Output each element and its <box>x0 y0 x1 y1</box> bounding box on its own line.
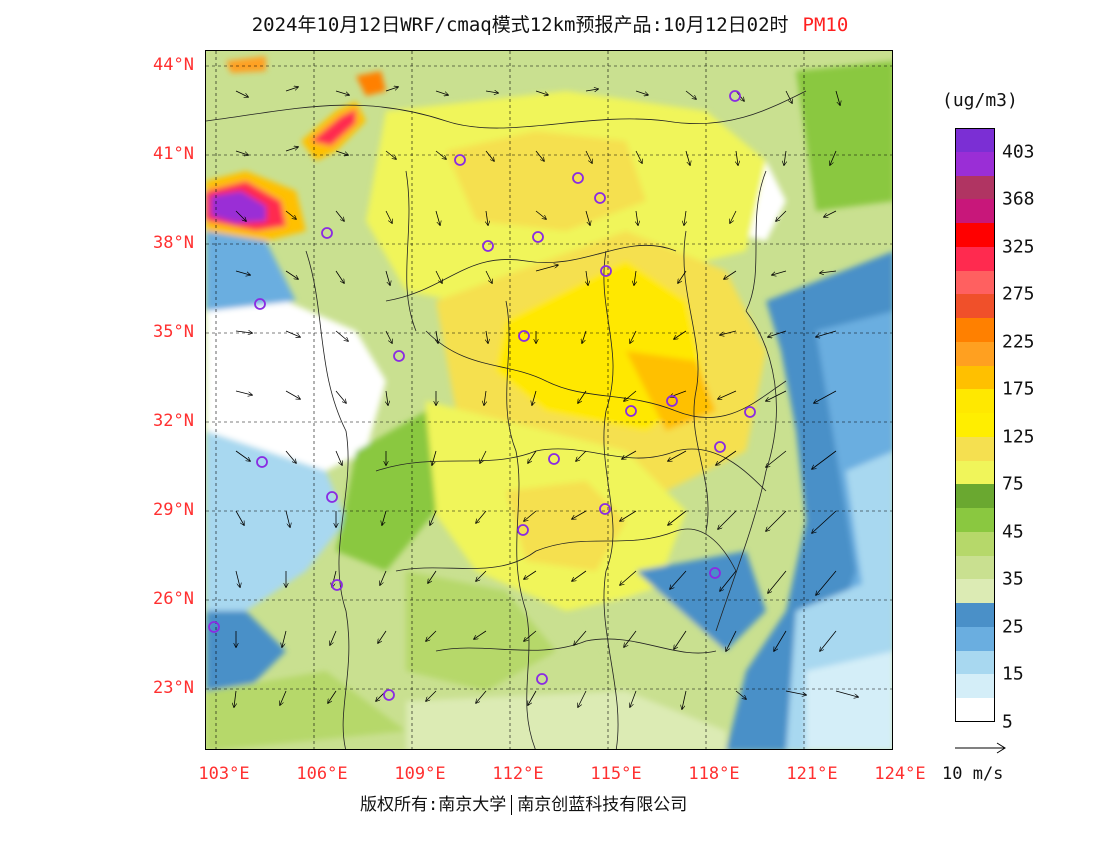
colorbar-label: 25 <box>1002 616 1024 638</box>
colorbar-swatch <box>955 389 995 414</box>
copyright-left: 版权所有:南京大学 <box>360 795 507 815</box>
map-panel <box>205 50 893 750</box>
colorbar-label: 125 <box>1002 426 1035 448</box>
concentration-map <box>206 51 892 749</box>
colorbar-label: 403 <box>1002 141 1035 163</box>
colorbar-swatch <box>955 199 995 224</box>
lon-label: 118°E <box>688 764 740 784</box>
colorbar-label: 275 <box>1002 283 1035 305</box>
colorbar-unit: (ug/m3) <box>942 90 1018 111</box>
lon-label: 112°E <box>492 764 544 784</box>
colorbar-swatch <box>955 508 995 533</box>
lat-label: 26°N <box>153 589 194 609</box>
colorbar-swatch <box>955 436 995 462</box>
colorbar-swatch <box>955 341 995 367</box>
colorbar-swatch <box>955 294 995 319</box>
colorbar-label: 15 <box>1002 663 1024 685</box>
lon-label: 124°E <box>874 764 926 784</box>
lat-label: 29°N <box>153 500 194 520</box>
vector-scale-label: 10 m/s <box>942 764 1004 784</box>
vector-scale-arrow <box>955 740 1007 759</box>
colorbar-swatch <box>955 460 995 485</box>
lat-label: 38°N <box>153 233 194 253</box>
colorbar-swatch <box>955 246 995 272</box>
lon-label: 121°E <box>786 764 838 784</box>
colorbar-swatch <box>955 128 995 153</box>
chart-title: 2024年10月12日WRF/cmaq模式12km预报产品:10月12日02时 P… <box>0 10 1100 37</box>
colorbar-label: 35 <box>1002 568 1024 590</box>
colorbar-swatch <box>955 603 995 628</box>
lat-label: 44°N <box>153 55 194 75</box>
colorbar-swatch <box>955 555 995 580</box>
lon-label: 106°E <box>296 764 348 784</box>
colorbar-swatch <box>955 579 995 604</box>
colorbar-swatch <box>955 413 995 438</box>
colorbar-swatch <box>955 270 995 295</box>
title-main: 2024年10月12日WRF/cmaq模式12km预报产品:10月12日02时 <box>251 14 789 36</box>
copyright-right: 南京创蓝科技有限公司 <box>517 795 688 815</box>
boundaries <box>206 90 807 749</box>
colorbar-swatch <box>955 698 995 723</box>
copyright: 版权所有:南京大学 南京创蓝科技有限公司 <box>360 790 687 815</box>
copyright-divider <box>511 795 513 815</box>
colorbar-label: 368 <box>1002 188 1035 210</box>
colorbar-swatch <box>955 318 995 343</box>
graticule <box>206 51 892 749</box>
colorbar-swatch <box>955 650 995 675</box>
lat-label: 41°N <box>153 144 194 164</box>
colorbar-label: 325 <box>1002 236 1035 258</box>
colorbar-swatch <box>955 365 995 390</box>
colorbar-label: 45 <box>1002 521 1024 543</box>
colorbar-swatch <box>955 151 995 176</box>
lat-label: 35°N <box>153 322 194 342</box>
lat-label: 32°N <box>153 411 194 431</box>
colorbar-label: 225 <box>1002 331 1035 353</box>
colorbar-swatch <box>955 484 995 509</box>
colorbar-label: 75 <box>1002 473 1024 495</box>
colorbar-swatch <box>955 175 995 200</box>
colorbar-swatch <box>955 626 995 652</box>
colorbar-swatch <box>955 674 995 699</box>
pollutant-label: PM10 <box>802 14 849 36</box>
colorbar-swatch <box>955 223 995 248</box>
lon-label: 103°E <box>198 764 250 784</box>
city-markers <box>208 90 756 701</box>
colorbar-label: 5 <box>1002 711 1013 733</box>
colorbar-swatch <box>955 531 995 557</box>
lon-label: 115°E <box>590 764 642 784</box>
wind-vectors <box>234 87 858 709</box>
colorbar-label: 175 <box>1002 378 1035 400</box>
lon-label: 109°E <box>394 764 446 784</box>
lat-label: 23°N <box>153 678 194 698</box>
